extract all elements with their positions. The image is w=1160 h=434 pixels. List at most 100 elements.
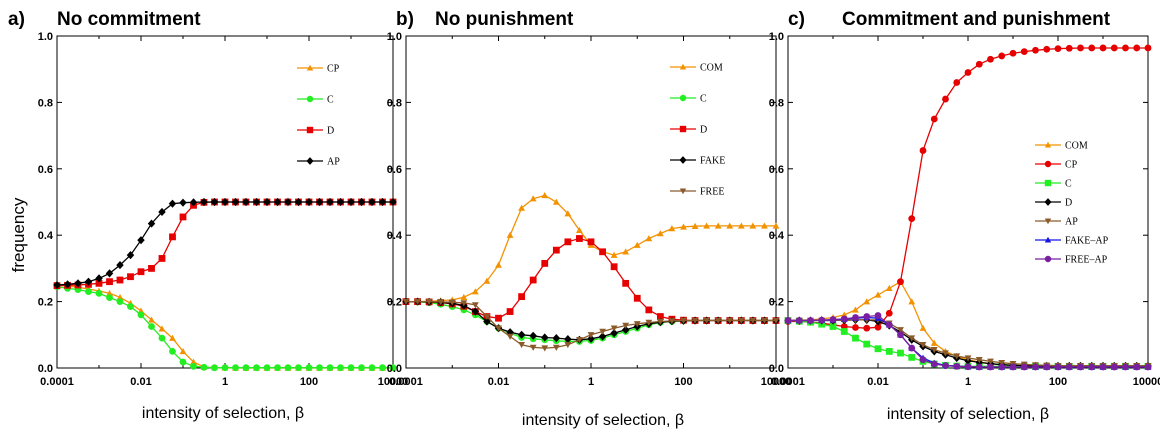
series-com-c [784,278,1152,369]
data-point [116,261,124,270]
data-point [552,344,560,351]
data-point [116,293,124,301]
legend-swatch-marker [306,64,314,71]
data-point [885,284,893,292]
series-free-b [402,298,780,352]
data-point [190,362,197,370]
legend-swatch-marker [306,157,314,165]
data-point [703,222,711,229]
y-tick-label: 0.2 [769,297,784,309]
x-tick-label: 0.0001 [389,376,423,388]
data-point [368,364,376,372]
data-point [680,317,687,324]
data-point [1122,44,1129,52]
data-point [274,364,281,372]
data-point [1020,363,1028,371]
data-point [622,322,630,329]
data-point [1032,363,1039,371]
data-point [599,248,606,256]
data-point [1122,363,1129,371]
data-point [127,303,134,310]
data-point [852,314,859,321]
legend-swatch-marker [679,63,687,70]
data-point [953,79,961,86]
data-point [347,197,355,207]
data-point [437,299,445,306]
series-ap-a [53,197,397,290]
data-point [668,225,676,232]
data-point [529,276,537,284]
data-point [874,291,882,298]
data-point [179,213,187,221]
data-point [610,325,618,332]
legend-label: C [1065,179,1072,190]
data-point [1077,44,1084,52]
data-point [1009,49,1017,57]
y-tick-label: 0.0 [387,363,402,375]
data-point [564,210,572,217]
data-point [529,331,537,340]
legend-swatch-marker [1044,198,1052,206]
data-point [772,317,780,324]
y-tick-label: 0.4 [38,230,54,242]
y-tick-label: 0.6 [769,164,784,176]
data-point [541,333,549,342]
legend-swatch-marker [679,94,687,102]
data-point [495,261,502,268]
data-point [284,364,292,372]
legend-b: COM C D FAKE FREE [670,63,725,198]
data-point [852,306,859,313]
data-point [210,197,219,207]
x-tick-label: 0.01 [130,376,151,388]
legend-swatch-marker [306,126,314,134]
x-tick-label: 0.01 [488,376,509,388]
data-point [987,55,994,63]
data-point [379,364,386,372]
data-point [232,364,239,372]
data-point [964,355,972,362]
data-point [691,317,699,324]
data-point [897,349,904,357]
data-point [587,334,595,343]
legend-swatch-marker [1044,236,1052,243]
data-point [1144,363,1152,371]
data-point [337,364,344,372]
data-point [495,314,502,322]
data-point [576,235,583,242]
data-point [897,278,904,286]
data-point [95,274,103,283]
legend-label: D [700,125,707,136]
data-point [529,344,537,351]
data-point [460,300,468,307]
series-line [788,47,1148,329]
data-point [576,337,583,344]
data-point [908,344,916,352]
data-point [1144,44,1152,52]
data-point [506,333,514,340]
data-point [761,222,768,229]
data-point [919,356,927,364]
data-point [116,276,124,284]
panel-label-a: a) [8,9,25,30]
data-point [518,342,526,349]
x-tick-label: 0.0001 [40,376,74,388]
panel-title-b: No punishment [435,9,574,30]
legend-label: FAKE [700,156,725,167]
x-tick-label: 10000 [761,376,792,388]
data-point [368,197,376,207]
data-point [273,197,282,207]
data-point [552,246,560,254]
data-point [656,318,664,325]
data-point [1088,44,1096,52]
data-point [998,363,1006,371]
data-point [897,327,904,334]
y-tick-label: 1.0 [38,31,53,43]
data-point [587,332,595,339]
data-point [599,328,606,335]
data-point [874,312,882,319]
data-point [471,302,479,309]
data-point [1133,44,1141,52]
y-axis-b: 0.0 0.2 0.4 0.6 0.8 1.0 [387,31,776,375]
data-point [908,215,916,223]
data-point [930,347,938,354]
